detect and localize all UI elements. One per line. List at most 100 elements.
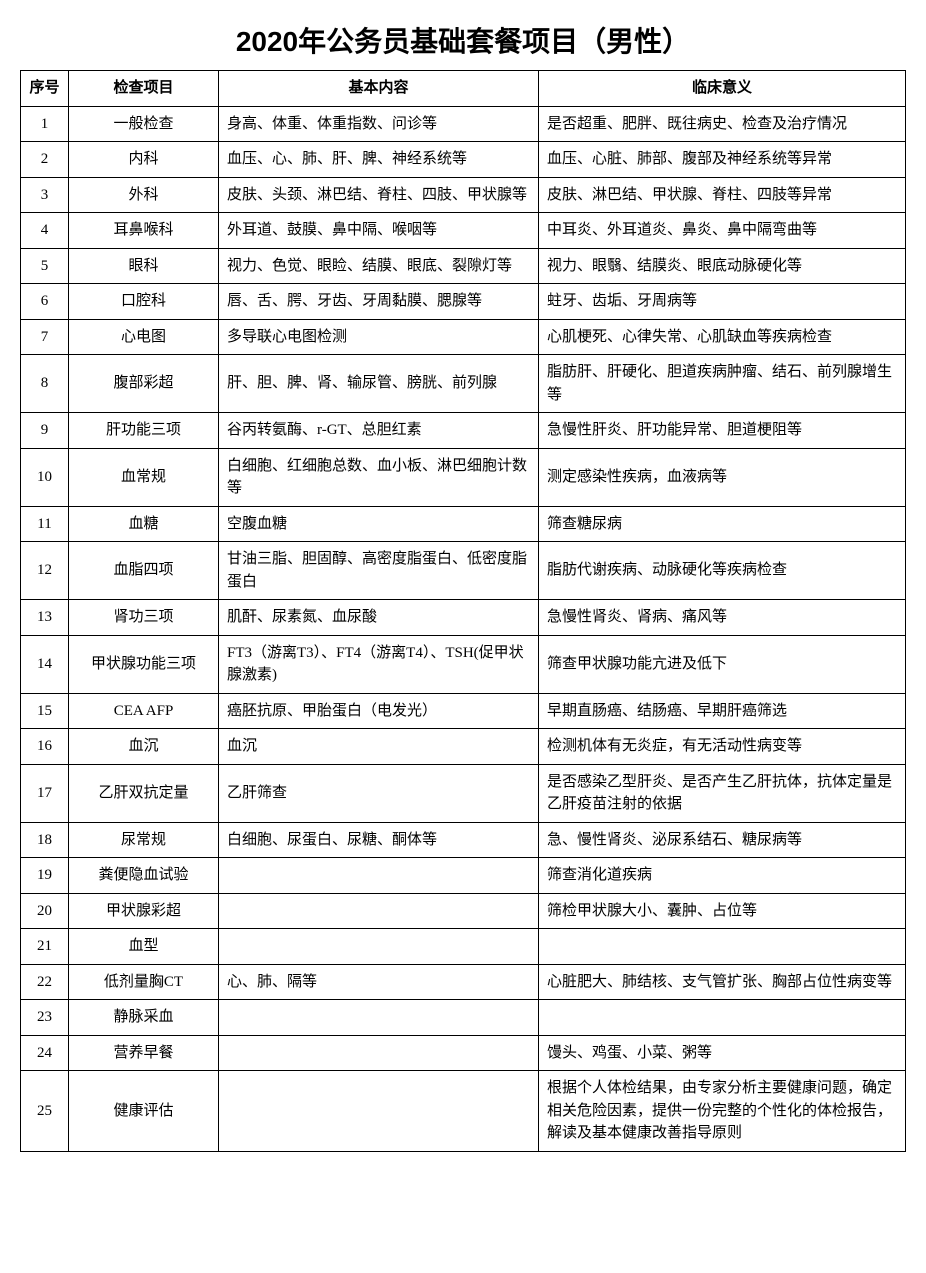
cell-seq: 25: [21, 1071, 69, 1152]
cell-meaning: 视力、眼翳、结膜炎、眼底动脉硬化等: [539, 248, 906, 284]
page-title: 2020年公务员基础套餐项目（男性）: [20, 20, 906, 60]
cell-meaning: 筛查消化道疾病: [539, 858, 906, 894]
cell-seq: 17: [21, 764, 69, 822]
cell-meaning: 血压、心脏、肺部、腹部及神经系统等异常: [539, 142, 906, 178]
cell-meaning: 筛查甲状腺功能亢进及低下: [539, 635, 906, 693]
cell-meaning: 脂肪肝、肝硬化、胆道疾病肿瘤、结石、前列腺增生等: [539, 355, 906, 413]
table-row: 19粪便隐血试验筛查消化道疾病: [21, 858, 906, 894]
cell-seq: 24: [21, 1035, 69, 1071]
cell-meaning: 检测机体有无炎症，有无活动性病变等: [539, 729, 906, 765]
cell-seq: 12: [21, 542, 69, 600]
cell-seq: 15: [21, 693, 69, 729]
cell-content: [219, 858, 539, 894]
cell-seq: 13: [21, 600, 69, 636]
cell-meaning: 急慢性肾炎、肾病、痛风等: [539, 600, 906, 636]
cell-seq: 5: [21, 248, 69, 284]
table-row: 10血常规白细胞、红细胞总数、血小板、淋巴细胞计数等测定感染性疾病，血液病等: [21, 448, 906, 506]
cell-item: 肾功三项: [69, 600, 219, 636]
table-header-row: 序号 检查项目 基本内容 临床意义: [21, 71, 906, 107]
table-row: 21血型: [21, 929, 906, 965]
cell-meaning: 筛查糖尿病: [539, 506, 906, 542]
cell-meaning: 蛀牙、齿垢、牙周病等: [539, 284, 906, 320]
cell-seq: 3: [21, 177, 69, 213]
cell-content: 白细胞、红细胞总数、血小板、淋巴细胞计数等: [219, 448, 539, 506]
cell-content: 心、肺、隔等: [219, 964, 539, 1000]
cell-seq: 1: [21, 106, 69, 142]
cell-seq: 9: [21, 413, 69, 449]
cell-meaning: 早期直肠癌、结肠癌、早期肝癌筛选: [539, 693, 906, 729]
cell-content: 血沉: [219, 729, 539, 765]
cell-content: [219, 1071, 539, 1152]
cell-item: CEA AFP: [69, 693, 219, 729]
cell-item: 尿常规: [69, 822, 219, 858]
cell-item: 眼科: [69, 248, 219, 284]
table-row: 24营养早餐馒头、鸡蛋、小菜、粥等: [21, 1035, 906, 1071]
cell-content: 血压、心、肺、肝、脾、神经系统等: [219, 142, 539, 178]
table-row: 6口腔科唇、舌、腭、牙齿、牙周黏膜、腮腺等蛀牙、齿垢、牙周病等: [21, 284, 906, 320]
cell-content: 肝、胆、脾、肾、输尿管、膀胱、前列腺: [219, 355, 539, 413]
cell-seq: 8: [21, 355, 69, 413]
table-row: 5眼科视力、色觉、眼睑、结膜、眼底、裂隙灯等视力、眼翳、结膜炎、眼底动脉硬化等: [21, 248, 906, 284]
cell-meaning: 是否感染乙型肝炎、是否产生乙肝抗体，抗体定量是乙肝疫苗注射的依据: [539, 764, 906, 822]
cell-meaning: 根据个人体检结果，由专家分析主要健康问题，确定相关危险因素，提供一份完整的个性化…: [539, 1071, 906, 1152]
cell-content: [219, 1000, 539, 1036]
cell-item: 血脂四项: [69, 542, 219, 600]
cell-seq: 7: [21, 319, 69, 355]
cell-item: 内科: [69, 142, 219, 178]
cell-content: 甘油三脂、胆固醇、高密度脂蛋白、低密度脂蛋白: [219, 542, 539, 600]
cell-item: 口腔科: [69, 284, 219, 320]
cell-seq: 14: [21, 635, 69, 693]
cell-seq: 16: [21, 729, 69, 765]
cell-item: 腹部彩超: [69, 355, 219, 413]
cell-item: 血糖: [69, 506, 219, 542]
cell-seq: 2: [21, 142, 69, 178]
cell-content: [219, 1035, 539, 1071]
exam-table: 序号 检查项目 基本内容 临床意义 1一般检查身高、体重、体重指数、问诊等是否超…: [20, 70, 906, 1152]
cell-item: 低剂量胸CT: [69, 964, 219, 1000]
cell-item: 一般检查: [69, 106, 219, 142]
cell-content: 谷丙转氨酶、r-GT、总胆红素: [219, 413, 539, 449]
cell-content: FT3（游离T3）、FT4（游离T4）、TSH(促甲状腺激素): [219, 635, 539, 693]
cell-content: 肌酐、尿素氮、血尿酸: [219, 600, 539, 636]
table-row: 16血沉血沉检测机体有无炎症，有无活动性病变等: [21, 729, 906, 765]
table-row: 2内科血压、心、肺、肝、脾、神经系统等血压、心脏、肺部、腹部及神经系统等异常: [21, 142, 906, 178]
cell-meaning: 测定感染性疾病，血液病等: [539, 448, 906, 506]
header-item: 检查项目: [69, 71, 219, 107]
cell-meaning: [539, 1000, 906, 1036]
cell-item: 粪便隐血试验: [69, 858, 219, 894]
cell-content: 白细胞、尿蛋白、尿糖、酮体等: [219, 822, 539, 858]
header-seq: 序号: [21, 71, 69, 107]
table-row: 4耳鼻喉科外耳道、鼓膜、鼻中隔、喉咽等中耳炎、外耳道炎、鼻炎、鼻中隔弯曲等: [21, 213, 906, 249]
cell-item: 心电图: [69, 319, 219, 355]
table-row: 11血糖空腹血糖筛查糖尿病: [21, 506, 906, 542]
cell-seq: 18: [21, 822, 69, 858]
cell-content: 空腹血糖: [219, 506, 539, 542]
cell-seq: 11: [21, 506, 69, 542]
cell-item: 肝功能三项: [69, 413, 219, 449]
cell-meaning: 馒头、鸡蛋、小菜、粥等: [539, 1035, 906, 1071]
cell-seq: 10: [21, 448, 69, 506]
cell-content: 皮肤、头颈、淋巴结、脊柱、四肢、甲状腺等: [219, 177, 539, 213]
cell-item: 耳鼻喉科: [69, 213, 219, 249]
cell-meaning: 筛检甲状腺大小、囊肿、占位等: [539, 893, 906, 929]
cell-item: 血沉: [69, 729, 219, 765]
cell-seq: 6: [21, 284, 69, 320]
cell-seq: 22: [21, 964, 69, 1000]
table-row: 23静脉采血: [21, 1000, 906, 1036]
header-meaning: 临床意义: [539, 71, 906, 107]
cell-item: 甲状腺彩超: [69, 893, 219, 929]
table-row: 20甲状腺彩超筛检甲状腺大小、囊肿、占位等: [21, 893, 906, 929]
cell-content: 多导联心电图检测: [219, 319, 539, 355]
table-row: 12血脂四项甘油三脂、胆固醇、高密度脂蛋白、低密度脂蛋白脂肪代谢疾病、动脉硬化等…: [21, 542, 906, 600]
cell-item: 血型: [69, 929, 219, 965]
table-row: 15CEA AFP癌胚抗原、甲胎蛋白（电发光）早期直肠癌、结肠癌、早期肝癌筛选: [21, 693, 906, 729]
table-row: 8腹部彩超肝、胆、脾、肾、输尿管、膀胱、前列腺脂肪肝、肝硬化、胆道疾病肿瘤、结石…: [21, 355, 906, 413]
cell-seq: 23: [21, 1000, 69, 1036]
cell-item: 外科: [69, 177, 219, 213]
cell-content: 癌胚抗原、甲胎蛋白（电发光）: [219, 693, 539, 729]
table-row: 7心电图多导联心电图检测心肌梗死、心律失常、心肌缺血等疾病检查: [21, 319, 906, 355]
cell-meaning: 是否超重、肥胖、既往病史、检查及治疗情况: [539, 106, 906, 142]
cell-item: 甲状腺功能三项: [69, 635, 219, 693]
table-row: 18尿常规白细胞、尿蛋白、尿糖、酮体等急、慢性肾炎、泌尿系结石、糖尿病等: [21, 822, 906, 858]
cell-meaning: 中耳炎、外耳道炎、鼻炎、鼻中隔弯曲等: [539, 213, 906, 249]
